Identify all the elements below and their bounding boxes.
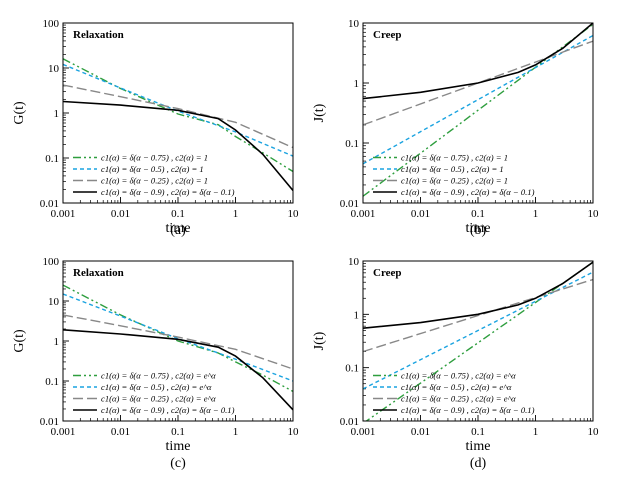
- y-tick-label: 1: [354, 309, 360, 321]
- x-axis-label: time: [166, 439, 191, 454]
- x-tick-label: 1: [233, 208, 239, 220]
- series-group: [63, 58, 293, 192]
- y-tick-label: 0.01: [40, 416, 59, 428]
- y-tick-label: 10: [48, 63, 60, 75]
- x-tick-label: 0.01: [411, 426, 430, 438]
- series-line-0: [63, 58, 293, 173]
- y-tick-label: 10: [48, 296, 60, 308]
- y-tick-label: 0.1: [345, 138, 359, 150]
- series-group: [363, 23, 593, 197]
- y-tick-label: 0.1: [45, 153, 59, 165]
- plot-frame: [62, 22, 294, 204]
- x-tick-label: 10: [588, 208, 600, 220]
- y-tick-label: 1: [54, 336, 60, 348]
- y-tick-label: 0.1: [345, 363, 359, 375]
- legend-entry-3: c1(α) = δ(α − 0.9) , c2(α) = δ(α − 0.1): [401, 187, 535, 197]
- y-tick-label: 0.01: [40, 198, 59, 210]
- y-tick-label: 1: [54, 108, 60, 120]
- series-line-1: [363, 271, 593, 390]
- x-tick-label: 0.1: [171, 208, 185, 220]
- series-line-3: [363, 23, 593, 100]
- panel-label: (c): [170, 456, 186, 471]
- x-tick-label: 0.01: [411, 208, 430, 220]
- legend-entry-2: c1(α) = δ(α − 0.25) , c2(α) = e^α: [401, 394, 516, 404]
- series-line-3: [63, 100, 293, 192]
- legend-entry-0: c1(α) = δ(α − 0.75) , c2(α) = e^α: [401, 371, 516, 381]
- y-axis-label: J(t): [312, 331, 327, 350]
- plot-frame: [62, 260, 294, 422]
- series-line-2: [363, 40, 593, 126]
- plot-frame: [362, 22, 594, 204]
- x-tick-label: 0.001: [351, 426, 376, 438]
- legend-entry-2: c1(α) = δ(α − 0.25) , c2(α) = 1: [401, 176, 508, 186]
- x-tick-label: 0.001: [51, 426, 76, 438]
- legend-entry-0: c1(α) = δ(α − 0.75) , c2(α) = 1: [101, 153, 208, 163]
- series-line-0: [63, 284, 293, 393]
- y-tick-label: 10: [348, 18, 360, 30]
- x-tick-label: 1: [533, 208, 539, 220]
- legend-entry-1: c1(α) = δ(α − 0.5) , c2(α) = 1: [401, 164, 504, 174]
- legend-entry-3: c1(α) = δ(α − 0.9) , c2(α) = δ(α − 0.1): [401, 405, 535, 415]
- series-line-1: [63, 293, 293, 382]
- legend-entry-1: c1(α) = δ(α − 0.5) , c2(α) = e^α: [101, 382, 212, 392]
- chart-panel-2: 0.001 0.01 0.1 1 100.010.1110100Relaxationti…: [12, 256, 299, 471]
- x-axis-label: time: [166, 221, 191, 236]
- series-line-0: [365, 261, 593, 421]
- series-group: [363, 261, 593, 421]
- panel-title: Creep: [373, 267, 402, 279]
- legend-entry-1: c1(α) = δ(α − 0.5) , c2(α) = e^α: [401, 382, 512, 392]
- x-tick-label: 10: [288, 426, 300, 438]
- x-tick-label: 0.1: [471, 208, 485, 220]
- series-group: [63, 284, 293, 411]
- y-tick-label: 0.01: [340, 198, 359, 210]
- x-tick-label: 0.001: [51, 208, 76, 220]
- series-line-0: [363, 23, 593, 197]
- x-tick-label: 10: [288, 208, 300, 220]
- y-tick-label: 0.01: [340, 416, 359, 428]
- legend-entry-2: c1(α) = δ(α − 0.25) , c2(α) = e^α: [101, 394, 216, 404]
- y-tick-label: 1: [354, 78, 360, 90]
- x-tick-label: 0.1: [471, 426, 485, 438]
- panel-title: Creep: [373, 29, 402, 41]
- series-line-2: [363, 278, 593, 353]
- series-line-1: [363, 34, 593, 165]
- y-axis-label: G(t): [12, 101, 27, 125]
- y-axis-label: G(t): [12, 329, 27, 353]
- legend-entry-3: c1(α) = δ(α − 0.9) , c2(α) = δ(α − 0.1): [101, 187, 235, 197]
- plot-frame: [362, 260, 594, 422]
- x-axis-label: time: [466, 439, 491, 454]
- legend-entry-0: c1(α) = δ(α − 0.75) , c2(α) = 1: [401, 153, 508, 163]
- x-tick-label: 0.001: [351, 208, 376, 220]
- legend-entry-1: c1(α) = δ(α − 0.5) , c2(α) = 1: [101, 164, 204, 174]
- series-line-3: [363, 261, 593, 329]
- panel-title: Relaxation: [73, 29, 124, 41]
- series-line-3: [63, 329, 293, 411]
- legend-entry-0: c1(α) = δ(α − 0.75) , c2(α) = e^α: [101, 371, 216, 381]
- y-tick-label: 100: [43, 256, 60, 268]
- series-line-2: [63, 314, 293, 370]
- panel-label: (b): [470, 223, 487, 238]
- chart-panel-1: 0.001 0.01 0.1 1 100.010.1110CreeptimeJ(t)(b…: [312, 18, 599, 238]
- x-tick-label: 1: [533, 426, 539, 438]
- legend-entry-2: c1(α) = δ(α − 0.25) , c2(α) = 1: [101, 176, 208, 186]
- x-tick-label: 0.01: [111, 426, 130, 438]
- x-tick-label: 1: [233, 426, 239, 438]
- chart-panel-3: 0.001 0.01 0.1 1 100.010.1110CreeptimeJ(t)(d…: [312, 256, 599, 471]
- x-tick-label: 0.01: [111, 208, 130, 220]
- panel-label: (a): [170, 223, 186, 238]
- chart-panel-0: 0.001 0.01 0.1 1 100.010.1110100Relaxationti…: [12, 18, 299, 238]
- series-line-2: [63, 84, 293, 149]
- panel-label: (d): [470, 456, 487, 471]
- x-tick-label: 0.1: [171, 426, 185, 438]
- y-axis-label: J(t): [312, 103, 327, 122]
- x-tick-label: 10: [588, 426, 600, 438]
- y-tick-label: 0.1: [45, 376, 59, 388]
- legend-entry-3: c1(α) = δ(α − 0.9) , c2(α) = δ(α − 0.1): [101, 405, 235, 415]
- x-axis-label: time: [466, 221, 491, 236]
- series-line-1: [63, 63, 293, 157]
- panel-title: Relaxation: [73, 267, 124, 279]
- y-tick-label: 10: [348, 256, 360, 268]
- y-tick-label: 100: [43, 18, 60, 30]
